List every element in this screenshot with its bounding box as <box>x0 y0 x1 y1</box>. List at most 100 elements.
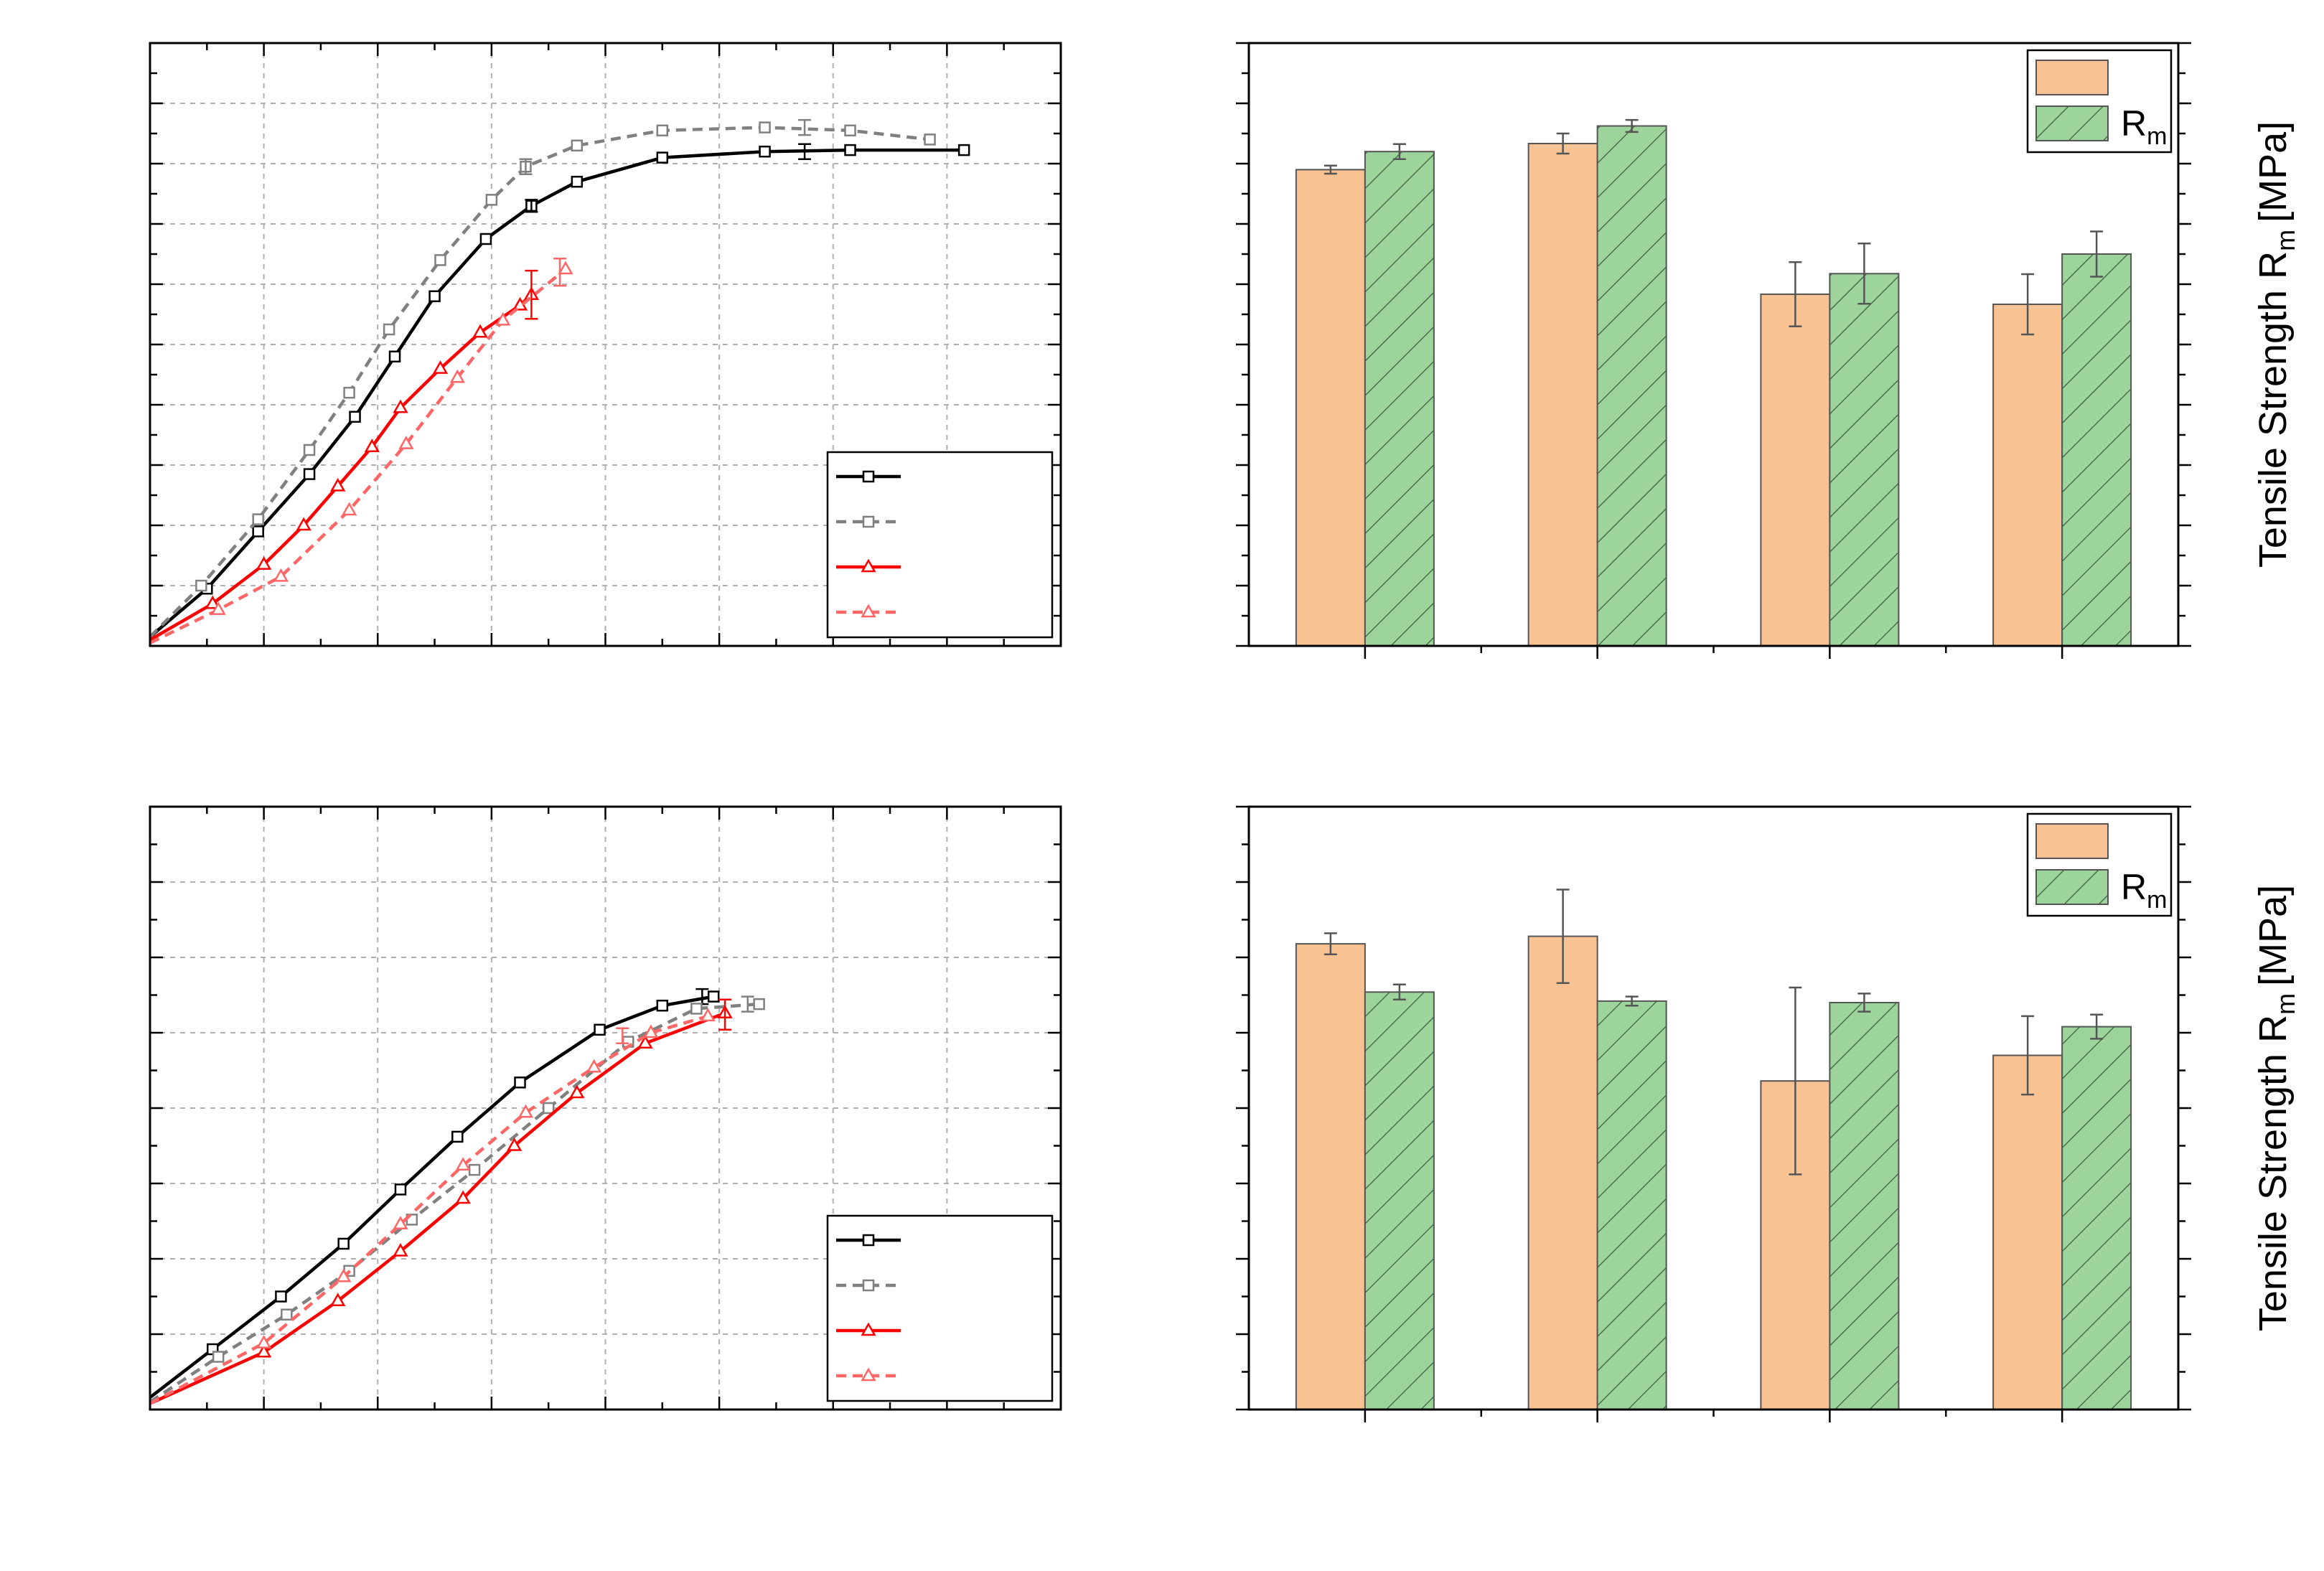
legend-swatch-E <box>2035 823 2109 859</box>
bar-Rm-v-fresh <box>1596 125 1667 647</box>
series-u-aged-point <box>569 1084 585 1099</box>
series-u-fresh-point <box>656 999 669 1012</box>
series-v-aged-point <box>393 1216 408 1229</box>
series-v-aged-point <box>455 1157 471 1171</box>
series-v-fresh-point <box>303 444 316 456</box>
series-v-fresh-point <box>281 1308 293 1321</box>
series-v-fresh-line <box>149 1002 759 1404</box>
bar-Rm-u-aged <box>1829 273 1900 647</box>
series-u-aged-point <box>256 1343 272 1358</box>
legend-marker-v-aged <box>861 1367 876 1382</box>
y-right-axis-label: Tensile Strength Rm [MPa] <box>2252 885 2300 1331</box>
bar-E-v-aged <box>1992 1054 2063 1410</box>
series-v-aged-point <box>643 1024 659 1038</box>
series-v-fresh-point <box>844 124 856 137</box>
series-u-aged-point <box>455 1190 471 1204</box>
bar-E-v-fresh <box>1527 143 1598 647</box>
series-v-fresh-point <box>383 323 395 336</box>
series-v-aged-point <box>336 1268 352 1282</box>
series-v-aged-point <box>517 1104 534 1118</box>
series-v-aged-line <box>149 1014 708 1405</box>
series-v-aged-point <box>495 311 511 326</box>
bar-E-v-aged <box>1992 304 2063 647</box>
series-u-aged-point <box>364 439 380 453</box>
series-u-fresh-point <box>428 290 441 303</box>
bar-Rm-u-aged <box>1829 1002 1900 1410</box>
series-u-aged-point <box>330 1293 346 1307</box>
series-u-aged-point <box>256 556 272 570</box>
legend-box <box>826 451 1054 639</box>
legend-label-Rm: Rm <box>2121 103 2167 150</box>
series-v-fresh-point <box>759 121 771 133</box>
series-u-fresh-point <box>656 151 669 164</box>
legend-swatch-E <box>2035 60 2109 95</box>
series-v-aged-point <box>700 1008 716 1022</box>
series-u-aged-point <box>393 399 408 413</box>
legend-marker-u-aged <box>861 558 876 573</box>
legend-marker-v-fresh <box>862 1279 875 1292</box>
legend-marker-v-fresh <box>862 515 875 528</box>
series-u-fresh-point <box>759 145 771 158</box>
legend-marker-v-aged <box>861 604 876 618</box>
plot-frame <box>149 805 1062 1411</box>
series-u-fresh-point <box>594 1023 606 1036</box>
series-v-fresh-point <box>468 1163 481 1176</box>
series-u-aged-point <box>472 324 488 338</box>
series-v-fresh-point <box>485 194 498 206</box>
y-right-axis-label-sub: m <box>2271 230 2300 251</box>
series-u-fresh-point <box>337 1237 350 1250</box>
legend-box <box>826 1214 1054 1402</box>
y-right-axis-label-main: Tensile Strength R <box>2252 251 2295 568</box>
bar-E-u-fresh <box>1295 943 1366 1410</box>
series-v-aged-line <box>149 268 567 644</box>
legend-marker-u-aged <box>861 1322 876 1336</box>
bar-Rm-v-aged <box>2061 253 2132 647</box>
series-v-aged-point <box>341 502 357 516</box>
bar-Rm-u-fresh <box>1364 151 1435 647</box>
series-u-aged-point <box>393 1242 408 1257</box>
legend-label-Rm-main: R <box>2121 867 2147 907</box>
bar-E-u-aged <box>1760 294 1831 647</box>
series-v-fresh-line <box>149 126 930 638</box>
legend-swatch-Rm <box>2035 105 2109 141</box>
y-right-axis-label-unit: [MPa] <box>2252 121 2295 222</box>
bar-Rm-u-fresh <box>1364 991 1435 1411</box>
bar-Rm-v-aged <box>2061 1026 2132 1410</box>
bar-Rm-v-fresh <box>1596 1000 1667 1410</box>
series-u-aged-point <box>506 1137 523 1151</box>
series-v-fresh-point <box>252 513 264 525</box>
legend-label-Rm-sub: m <box>2147 886 2167 914</box>
series-u-aged-point <box>432 360 449 374</box>
series-u-fresh-point <box>479 233 492 245</box>
series-v-fresh-point <box>195 579 207 592</box>
plot-frame <box>149 42 1062 647</box>
panel-a-anode-stress-strain <box>149 42 1062 647</box>
series-u-fresh-point <box>844 144 856 156</box>
y-right-axis-label-unit: [MPa] <box>2252 885 2295 986</box>
legend-marker-u-fresh <box>862 470 875 483</box>
series-v-fresh-point <box>656 124 669 137</box>
series-v-aged-point <box>558 261 573 275</box>
series-u-fresh-point <box>957 144 970 156</box>
bar-E-v-fresh <box>1527 935 1598 1410</box>
series-u-fresh-point <box>571 175 584 188</box>
legend-label-Rm-sub: m <box>2147 123 2167 150</box>
legend-label-Rm: Rm <box>2121 867 2167 914</box>
series-v-fresh-point <box>753 998 765 1010</box>
series-v-fresh-point <box>542 1102 555 1115</box>
series-u-fresh-line <box>149 995 714 1399</box>
series-v-aged-point <box>449 369 465 383</box>
series-u-fresh-point <box>451 1130 464 1143</box>
series-u-aged-point <box>205 595 220 609</box>
series-v-fresh-point <box>434 254 446 266</box>
series-u-aged-point <box>330 477 346 492</box>
series-u-fresh-point <box>514 1077 526 1089</box>
series-u-fresh-line <box>149 148 965 639</box>
series-u-fresh-point <box>394 1183 407 1196</box>
series-u-fresh-point <box>349 411 361 423</box>
series-u-fresh-point <box>252 525 264 538</box>
y-right-axis-label-sub: m <box>2271 993 2300 1015</box>
panel-d-cathode-bar-chart: Tensile Strength Rm[MPa]Rm <box>1236 805 2300 1422</box>
series-v-aged-point <box>210 601 226 615</box>
